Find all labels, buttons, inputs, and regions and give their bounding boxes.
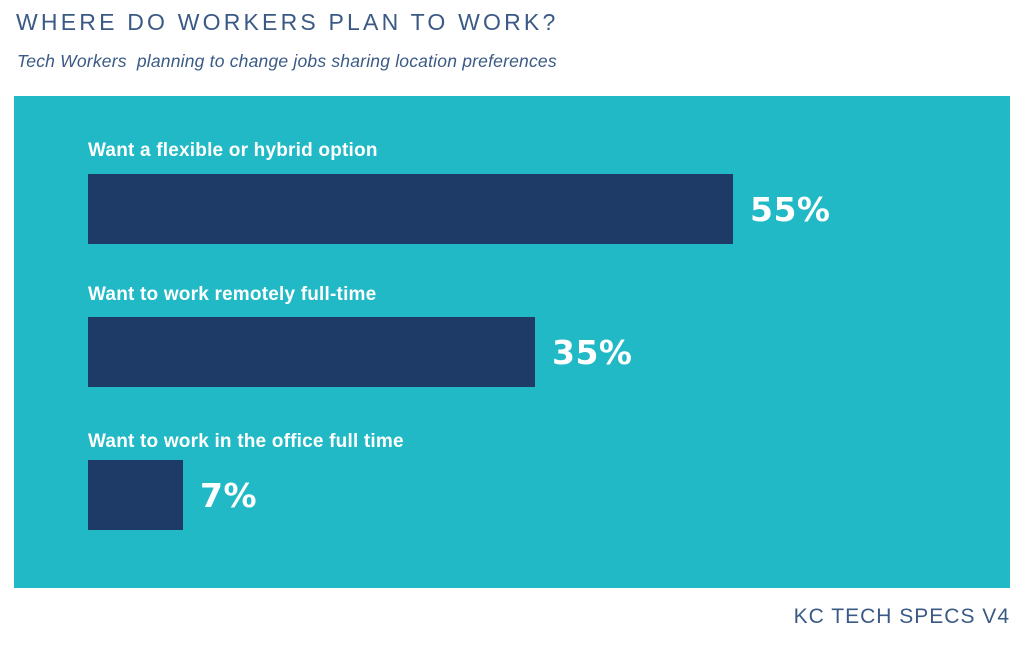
bar-flexible-hybrid	[88, 174, 733, 244]
bar-remote-fulltime	[88, 317, 535, 387]
bar-label-flexible-hybrid: Want a flexible or hybrid option	[88, 140, 378, 161]
bar-value-remote-fulltime: 35%	[552, 332, 633, 372]
chart-panel: Want a flexible or hybrid option 55% Wan…	[14, 96, 1010, 588]
bar-row: 35%	[88, 317, 633, 387]
bar-value-office-fulltime: 7%	[200, 475, 258, 515]
page-subtitle: Tech Workers planning to change jobs sha…	[17, 51, 557, 71]
bar-label-remote-fulltime: Want to work remotely full-time	[88, 284, 377, 305]
bar-office-fulltime	[88, 460, 183, 530]
bar-label-office-fulltime: Want to work in the office full time	[88, 431, 404, 452]
bar-value-flexible-hybrid: 55%	[750, 189, 831, 229]
page-footer: KC TECH SPECS V4	[793, 605, 1010, 628]
bar-row: 55%	[88, 174, 831, 244]
bar-row: 7%	[88, 460, 257, 530]
page-title: WHERE DO WORKERS PLAN TO WORK?	[16, 9, 559, 35]
